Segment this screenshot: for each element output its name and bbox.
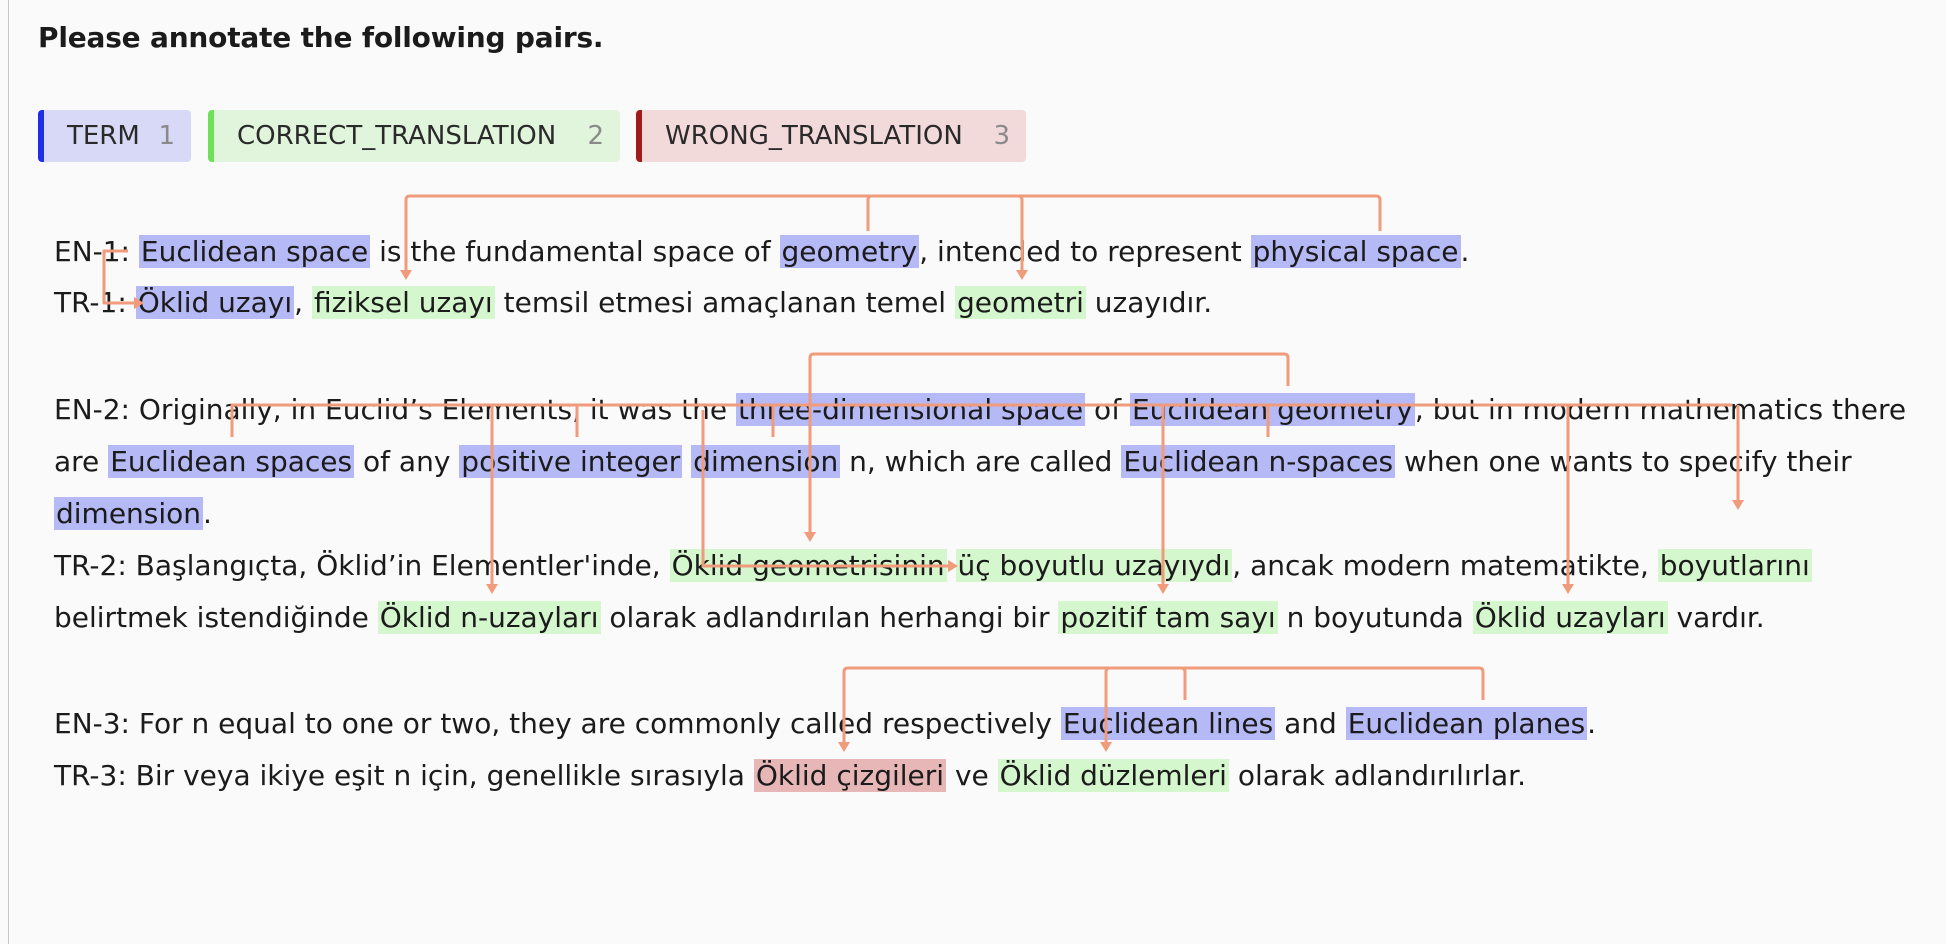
text-segment [682,445,691,478]
term-span[interactable]: three-dimensional space [735,393,1086,426]
label-term-name: TERM [67,121,140,151]
text-segment: is the fundamental space of [370,235,780,268]
wrong-translation-span[interactable]: Öklid çizgileri [753,759,947,792]
term-span[interactable]: Öklid uzayı [135,286,295,319]
en-2-line-1: EN-2: Originally, in Euclid’s Elements, … [54,391,1906,429]
en-2-line-3: dimension. [54,495,212,533]
tr-1-line: TR-1: Öklid uzayı, fiziksel uzayı temsil… [54,284,1212,322]
term-span[interactable]: Euclidean n-spaces [1121,445,1396,478]
text-segment: . [203,497,212,530]
text-segment: . [1460,235,1470,268]
text-segment: , [294,286,312,319]
arrow-head-icon [1157,584,1169,594]
term-span[interactable]: physical space [1250,235,1461,268]
term-span[interactable]: positive integer [459,445,683,478]
label-wrong-translation[interactable]: WRONG_TRANSLATION 3 [636,110,1026,162]
en-2-prefix: EN-2: Originally, in Euclid’s Elements, … [54,393,736,426]
text-segment: n boyutunda [1277,601,1473,634]
term-span[interactable]: Euclidean space [138,235,371,268]
text-segment: , but in modern mathematics there [1414,393,1907,426]
label-wrong-translation-hotkey: 3 [993,121,1010,151]
correct-translation-span[interactable]: boyutlarını [1657,549,1812,582]
tr-2-prefix: TR-2: Başlangıçta, Öklid’in Elementler'i… [54,549,670,582]
label-term-hotkey: 1 [158,121,175,151]
label-wrong-translation-name: WRONG_TRANSLATION [665,121,963,151]
en-3-prefix: EN-3: For n equal to one or two, they ar… [54,707,1061,740]
en-3-line: EN-3: For n equal to one or two, they ar… [54,705,1596,743]
en-1-line: EN-1: Euclidean space is the fundamental… [54,233,1469,271]
tr-3-line: TR-3: Bir veya ikiye eşit n için, genell… [54,757,1526,795]
text-segment: . [1587,707,1597,740]
text-segment: olarak adlandırılan herhangi bir [600,601,1059,634]
text-segment: n, which are called [840,445,1122,478]
label-correct-translation[interactable]: CORRECT_TRANSLATION 2 [208,110,620,162]
text-segment: of [1085,393,1130,426]
correct-translation-span[interactable]: Öklid geometrisinin [669,549,947,582]
term-span[interactable]: geometry [779,235,920,268]
term-span[interactable]: Euclidean geometry [1129,393,1415,426]
text-segment: and [1275,707,1346,740]
arrow-head-icon [1100,742,1112,752]
page-heading: Please annotate the following pairs. [38,21,604,54]
text-segment: , ancak modern matematikte, [1232,549,1658,582]
term-span[interactable]: Euclidean spaces [108,445,355,478]
term-span[interactable]: Euclidean lines [1060,707,1276,740]
text-segment [947,549,956,582]
text-segment: ve [946,759,998,792]
left-border [8,0,9,944]
correct-translation-span[interactable]: Öklid düzlemleri [997,759,1229,792]
text-segment: vardır. [1667,601,1765,634]
arrow-head-icon [804,532,816,542]
correct-translation-span[interactable]: üç boyutlu uzayıydı [955,549,1233,582]
correct-translation-span[interactable]: fiziksel uzayı [311,286,495,319]
term-span[interactable]: dimension [691,445,841,478]
text-segment: are [54,445,109,478]
label-correct-translation-hotkey: 2 [587,121,604,151]
label-term[interactable]: TERM 1 [38,110,191,162]
text-segment: belirtmek istendiğinde [54,601,378,634]
tr-2-line-1: TR-2: Başlangıçta, Öklid’in Elementler'i… [54,547,1812,585]
text-segment: uzayıdır. [1085,286,1213,319]
correct-translation-span[interactable]: Öklid uzayları [1472,601,1668,634]
arrow-head-icon [486,584,498,594]
correct-translation-span[interactable]: pozitif tam sayı [1058,601,1278,634]
correct-translation-span[interactable]: geometri [954,286,1086,319]
arrow-head-icon [838,742,850,752]
arrow-head-icon [400,270,412,280]
text-segment: of any [354,445,460,478]
text-segment: when one wants to specify their [1395,445,1852,478]
arrow-head-icon [1562,584,1574,594]
term-span[interactable]: dimension [54,497,204,530]
correct-translation-span[interactable]: Öklid n-uzayları [377,601,601,634]
term-span[interactable]: Euclidean planes [1345,707,1588,740]
label-correct-translation-name: CORRECT_TRANSLATION [237,121,557,151]
tr-1-prefix: TR-1: [54,286,136,319]
en-1-prefix: EN-1: [54,235,139,268]
tr-2-line-2: belirtmek istendiğinde Öklid n-uzayları … [54,599,1765,637]
en-2-line-2: are Euclidean spaces of any positive int… [54,443,1852,481]
text-segment: , intended to represent [919,235,1251,268]
relation-arrow [701,410,948,568]
text-segment: temsil etmesi amaçlanan temel [494,286,955,319]
arrow-head-icon [1016,270,1028,280]
arrow-head-icon [1732,500,1744,510]
text-segment: olarak adlandırılırlar. [1228,759,1527,792]
tr-3-prefix: TR-3: Bir veya ikiye eşit n için, genell… [54,759,754,792]
